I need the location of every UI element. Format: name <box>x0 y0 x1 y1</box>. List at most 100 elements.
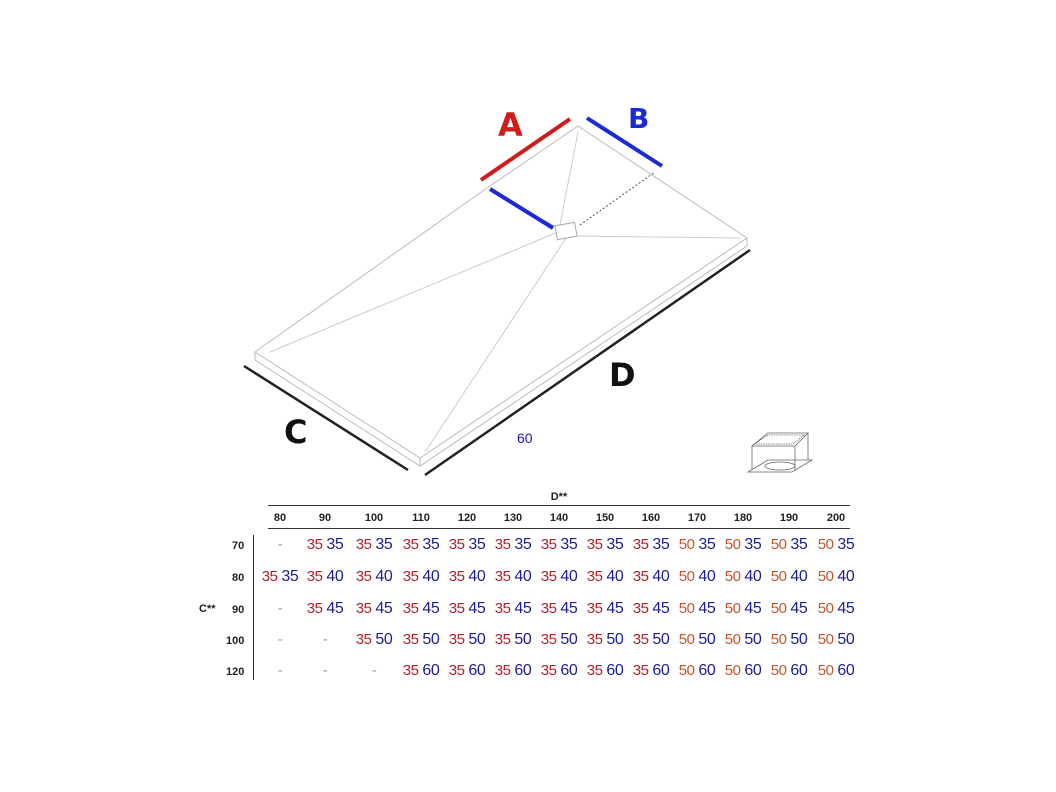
row-group-header: C** <box>199 603 216 615</box>
dimension-a-value: 35 <box>355 631 372 648</box>
dimension-b-value: 35 <box>322 536 344 553</box>
column-header: 110 <box>412 512 430 524</box>
table-cell: - <box>277 662 283 679</box>
dimension-d-line <box>424 248 751 477</box>
dimension-b-value: 40 <box>371 568 393 585</box>
label-d: D <box>609 356 636 394</box>
dimension-b-value: 35 <box>833 536 855 553</box>
dimension-b-value: 60 <box>510 662 532 679</box>
dimension-b-value: 35 <box>464 536 486 553</box>
dimension-a-value: 35 <box>402 568 419 585</box>
column-header: 120 <box>457 512 477 524</box>
dimension-a-value: 35 <box>355 536 372 553</box>
drain-offset-dotted <box>579 171 656 226</box>
dimension-b-value: 40 <box>694 568 716 585</box>
dimension-a-value: 50 <box>770 568 787 585</box>
table-cell: 50 40 <box>770 568 808 586</box>
table-cell: 35 35 <box>587 536 624 554</box>
dimension-b-value: 35 <box>556 536 578 553</box>
dimension-a-value: 35 <box>586 631 603 648</box>
table-cell: 50 35 <box>818 536 855 554</box>
dimension-c-line <box>243 364 409 472</box>
dimension-b-value: 35 <box>740 536 762 553</box>
dimension-a-value: 35 <box>540 600 557 617</box>
dimension-a-value: 50 <box>678 568 695 585</box>
table-cell: 50 40 <box>817 568 855 586</box>
column-header: 180 <box>733 512 753 524</box>
column-header: 160 <box>641 512 661 524</box>
dimension-b-value: 45 <box>740 600 762 617</box>
row-header: 70 <box>232 540 245 552</box>
drain-detail-icon <box>746 432 814 473</box>
dimension-b-value: 40 <box>786 568 808 585</box>
table-cell: 35 40 <box>586 568 624 586</box>
dimension-a-value: 50 <box>817 631 834 648</box>
table-cell: 35 35 <box>261 568 299 586</box>
dimension-a-value: 35 <box>306 600 323 617</box>
dimension-a-value: 35 <box>448 662 465 679</box>
dimension-b-value: 45 <box>602 600 624 617</box>
dimension-b-value: 60 <box>786 662 808 679</box>
dimension-a-line <box>479 117 572 182</box>
table-cell: 35 50 <box>449 631 486 649</box>
dimension-b-value: 45 <box>418 600 440 617</box>
table-cell: 35 50 <box>495 631 532 649</box>
table-cell: 50 50 <box>679 631 716 649</box>
table-cell: 50 45 <box>771 600 808 618</box>
drain-offset-label: 60 <box>517 430 533 446</box>
dimension-a-value: 50 <box>678 662 695 679</box>
dimension-a-value: 50 <box>770 536 787 553</box>
dimension-a-value: 35 <box>448 600 465 617</box>
table-cell: 50 60 <box>818 662 855 680</box>
dimension-a-value: 35 <box>586 568 603 585</box>
dimension-a-value: 35 <box>494 568 511 585</box>
table-cell: 50 35 <box>724 536 762 554</box>
dimension-a-value: 50 <box>724 536 741 553</box>
tray-outline <box>254 125 748 467</box>
dimension-b-value: 45 <box>556 600 578 617</box>
dimension-b-value: 35 <box>510 536 532 553</box>
dimension-a-value: 35 <box>632 568 649 585</box>
table-cell: 35 35 <box>307 536 344 554</box>
table-cell: 35 45 <box>403 600 440 618</box>
dimension-b-value: 50 <box>464 631 486 648</box>
dimension-b-value: 45 <box>322 600 344 617</box>
table-cell: 35 40 <box>402 568 440 586</box>
dimension-a-value: 35 <box>586 662 603 679</box>
dimension-b-value: 45 <box>694 600 716 617</box>
dimension-b-value: 35 <box>648 536 670 553</box>
table-cell: 35 40 <box>449 568 486 586</box>
dimension-a-value: 35 <box>540 631 557 648</box>
table-cell: 35 40 <box>632 568 670 586</box>
dimension-b-value: 50 <box>556 631 578 648</box>
dimension-a-value: 35 <box>261 568 278 585</box>
dimension-a-value: 35 <box>355 600 372 617</box>
dimension-a-value: 50 <box>678 600 695 617</box>
dimension-b-value: 35 <box>371 536 393 553</box>
dimension-b-value: 50 <box>602 631 624 648</box>
dimension-b-value: 40 <box>464 568 486 585</box>
dimension-a-value: 50 <box>770 631 787 648</box>
dimension-a-value: 50 <box>817 600 834 617</box>
table-cell: 35 50 <box>355 631 393 649</box>
table-cell: 35 60 <box>403 662 440 680</box>
dimension-b-line <box>585 116 664 168</box>
table-cell: 35 40 <box>307 568 344 586</box>
dimension-b-value: 40 <box>556 568 578 585</box>
dimension-b-value: 50 <box>418 631 440 648</box>
dimension-b-value: 40 <box>648 568 670 585</box>
dimension-b-value: 40 <box>833 568 855 585</box>
dimension-a-value: 50 <box>770 662 787 679</box>
table-cell: 50 50 <box>725 631 762 649</box>
dimension-b-value: 40 <box>740 568 762 585</box>
table-cell: 50 35 <box>770 536 808 554</box>
table-cell: 35 45 <box>587 600 624 618</box>
dimension-b-value: 60 <box>694 662 716 679</box>
dimension-b-value: 40 <box>418 568 440 585</box>
row-rule <box>253 535 254 680</box>
dimension-a-value: 50 <box>817 568 834 585</box>
table-cell: 50 40 <box>678 568 716 586</box>
column-header: 100 <box>364 512 384 524</box>
label-c: C <box>284 413 308 451</box>
